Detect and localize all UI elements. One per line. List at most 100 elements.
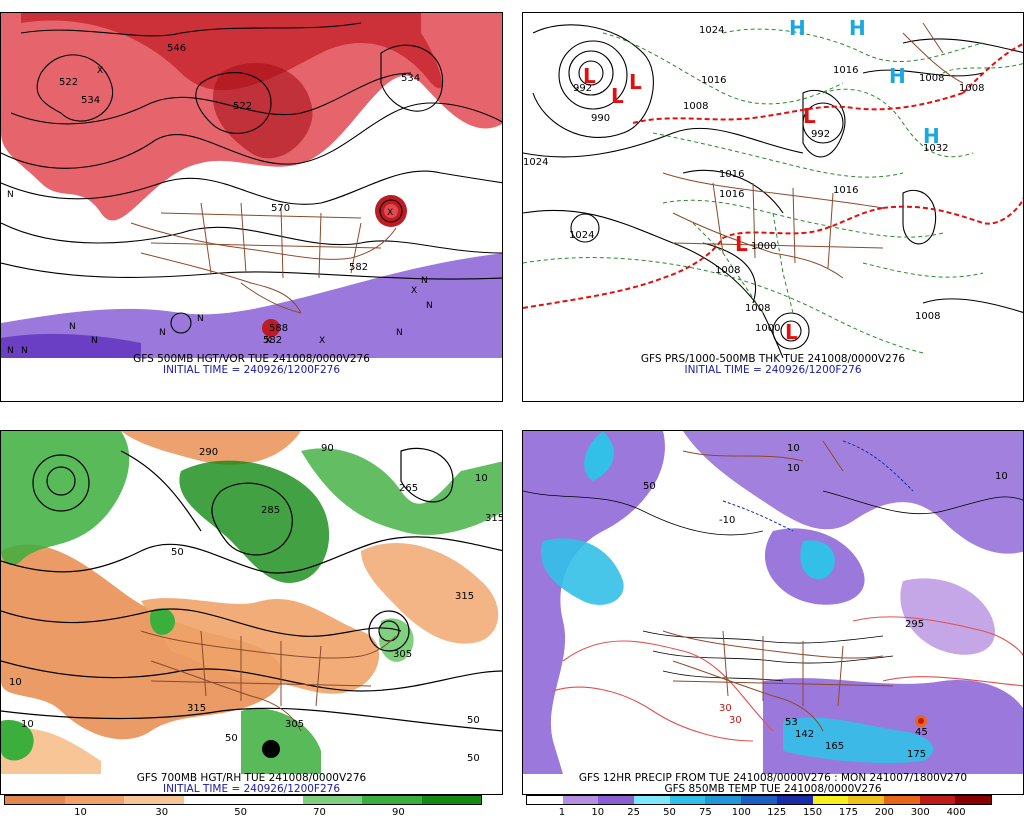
isobar-label: 1024 <box>523 157 548 168</box>
low-pressure-symbol: L <box>785 320 798 344</box>
colorbar-tick: 50 <box>234 807 247 818</box>
colorbar-tick: 175 <box>838 807 859 818</box>
contour-label: 305 <box>393 649 412 660</box>
rh-label: 90 <box>321 443 334 454</box>
rh-label: 10 <box>21 719 34 730</box>
precip-label: 142 <box>795 729 814 740</box>
colorbar-segment <box>421 796 481 804</box>
rh-label: 50 <box>225 733 238 744</box>
isobar-label: 1032 <box>923 143 948 154</box>
rh-label: 50 <box>467 715 480 726</box>
vort-max-marker: X <box>319 336 325 346</box>
rh-label: 10 <box>9 677 22 688</box>
precip-label: 45 <box>915 727 928 738</box>
isobar-label: 1008 <box>683 101 708 112</box>
panel-initial-time: INITIAL TIME = 240926/1200F276 <box>684 364 862 376</box>
colorbar-segment <box>124 796 184 804</box>
colorbar-segment <box>5 796 65 804</box>
colorbar-segment <box>634 796 670 804</box>
colorbar-segment <box>705 796 742 804</box>
map-frame: 1024 1016 1024 1016 1008 1008 1016 1016 … <box>522 12 1024 402</box>
isobar-label: 1016 <box>719 189 744 200</box>
vort-max-marker: X <box>265 336 271 346</box>
isobar-label: 1016 <box>833 65 858 76</box>
isobar-label: 1016 <box>701 75 726 86</box>
vort-min-marker: N <box>21 346 28 356</box>
isobar-label: 1008 <box>959 83 984 94</box>
rh-colorbar <box>4 795 482 805</box>
vort-min-marker: N <box>7 190 14 200</box>
colorbar-segment <box>562 796 599 804</box>
contour-label: 534 <box>81 95 100 106</box>
contour-label: 285 <box>261 505 280 516</box>
map-12hr-precip: 10 10 50 10 -10 295 30 30 53 45 142 165 … <box>523 431 1023 774</box>
panel-caption: GFS 700MB HGT/RH TUE 241008/0000V276 <box>136 772 367 784</box>
panel-precip-850mb-temp: 10 10 50 10 -10 295 30 30 53 45 142 165 … <box>522 430 1024 819</box>
panel-caption-2: GFS 850MB TEMP TUE 241008/0000V276 <box>664 783 882 795</box>
map-frame: 290 265 315 90 50 10 305 315 10 50 50 31… <box>0 430 503 795</box>
contour-label: 315 <box>485 513 502 524</box>
contour-label: 522 <box>233 101 252 112</box>
colorbar-segment <box>243 796 303 804</box>
vort-max-marker: X <box>411 286 417 296</box>
high-pressure-symbol: H <box>789 16 806 40</box>
colorbar-segment <box>183 796 243 804</box>
colorbar-tick: 125 <box>767 807 787 818</box>
contour-label: 265 <box>399 483 418 494</box>
precip-colorbar-ticks: 1 10 25 50 75 100 125 150 175 200 300 40… <box>526 807 992 819</box>
contour-label: 290 <box>199 447 218 458</box>
colorbar-tick: 50 <box>663 807 676 818</box>
vort-min-marker: N <box>91 336 98 346</box>
isobar-label: 1000 <box>755 323 780 334</box>
temp-label: -10 <box>719 515 735 526</box>
colorbar-segment <box>64 796 124 804</box>
map-sea-level-pressure: 1024 1016 1024 1016 1008 1008 1016 1016 … <box>523 13 1023 358</box>
rh-label: 10 <box>475 473 488 484</box>
contour-label: 534 <box>401 73 420 84</box>
contour-label: 588 <box>269 323 288 334</box>
high-pressure-symbol: H <box>923 124 940 148</box>
isobar-label: 1008 <box>745 303 770 314</box>
colorbar-tick: 30 <box>155 807 169 818</box>
panel-initial-time: INITIAL TIME = 240926/1200F276 <box>162 364 341 376</box>
panel-caption: GFS 12HR PRECIP FROM TUE 241008/0000V276… <box>578 772 968 784</box>
colorbar-tick: 1 <box>558 807 566 818</box>
isobar-label: 992 <box>573 83 592 94</box>
temp-label: 10 <box>995 471 1008 482</box>
rh-label: 50 <box>467 753 480 764</box>
panel-pressure-thickness: 1024 1016 1024 1016 1008 1008 1016 1016 … <box>522 12 1024 402</box>
map-frame: 546 522 534 522 534 570 582 582 588 N N … <box>0 12 503 402</box>
colorbar-tick: 10 <box>74 807 87 818</box>
vort-min-marker: N <box>426 301 433 311</box>
temp-label: 295 <box>905 619 924 630</box>
precip-label: 165 <box>825 741 844 752</box>
isobar-label: 1024 <box>699 25 724 36</box>
colorbar-segment <box>527 796 563 804</box>
rh-colorbar-ticks: 10 30 50 70 90 <box>4 807 482 819</box>
isobar-label: 1016 <box>833 185 858 196</box>
contour-label: 305 <box>285 719 304 730</box>
colorbar-tick: 75 <box>699 807 712 818</box>
vort-min-marker: N <box>421 276 428 286</box>
map-700mb-humidity: 290 265 315 90 50 10 305 315 10 50 50 31… <box>1 431 502 774</box>
isobar-label: 1008 <box>919 73 944 84</box>
colorbar-segment <box>919 796 956 804</box>
colorbar-segment <box>955 796 991 804</box>
isobar-label: 1024 <box>569 230 594 241</box>
low-pressure-symbol: L <box>629 70 642 94</box>
colorbar-tick: 70 <box>313 807 326 818</box>
temp-label: 10 <box>787 463 800 474</box>
map-frame: 10 10 50 10 -10 295 30 30 53 45 142 165 … <box>522 430 1024 795</box>
isobar-label: 1016 <box>719 169 744 180</box>
panel-caption: GFS 500MB HGT/VOR TUE 241008/0000V276 <box>133 353 370 365</box>
colorbar-tick: 300 <box>910 807 930 818</box>
isobar-label: 1000 <box>751 241 776 252</box>
contour-label: 315 <box>455 591 474 602</box>
panel-caption: GFS PRS/1000-500MB THK TUE 241008/0000V2… <box>640 353 906 365</box>
colorbar-segment <box>741 796 777 804</box>
isobar-label: 992 <box>811 129 830 140</box>
colorbar-tick: 100 <box>731 807 751 818</box>
isobar-label: 1008 <box>915 311 940 322</box>
panel-700mb-hgt-rh: 290 265 315 90 50 10 305 315 10 50 50 31… <box>0 430 503 819</box>
isobar-label: 1008 <box>715 265 740 276</box>
